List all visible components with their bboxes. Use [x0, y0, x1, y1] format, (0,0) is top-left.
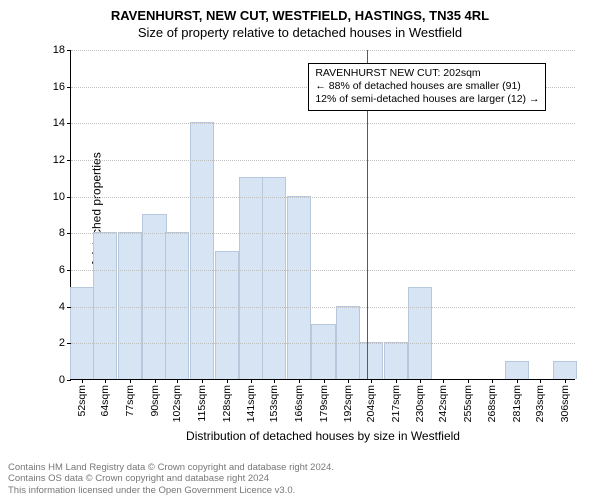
- callout-line: RAVENHURST NEW CUT: 202sqm: [315, 67, 539, 80]
- ytick-label: 14: [53, 117, 65, 129]
- xtick-label: 115sqm: [196, 385, 208, 422]
- xtick-mark: [177, 379, 178, 383]
- ytick-mark: [67, 307, 71, 308]
- xtick-mark: [468, 379, 469, 383]
- xtick-mark: [82, 379, 83, 383]
- xtick-mark: [130, 379, 131, 383]
- ytick-mark: [67, 87, 71, 88]
- ytick-mark: [67, 270, 71, 271]
- xtick-label: 293sqm: [534, 385, 546, 422]
- xtick-label: 204sqm: [365, 385, 377, 422]
- xtick-label: 268sqm: [486, 385, 498, 422]
- ytick-label: 18: [53, 44, 65, 56]
- footer-line: Contains OS data © Crown copyright and d…: [8, 473, 334, 484]
- ytick-label: 4: [59, 301, 65, 313]
- histogram-bar: [359, 342, 383, 379]
- ytick-mark: [67, 160, 71, 161]
- callout-line: 12% of semi-detached houses are larger (…: [315, 93, 539, 106]
- xtick-mark: [396, 379, 397, 383]
- histogram-chart: Number of detached properties Distributi…: [44, 50, 584, 420]
- callout-box: RAVENHURST NEW CUT: 202sqm← 88% of detac…: [308, 63, 546, 110]
- xtick-label: 102sqm: [171, 385, 183, 422]
- ytick-mark: [67, 50, 71, 51]
- gridline: [71, 343, 575, 344]
- footer-attribution: Contains HM Land Registry data © Crown c…: [8, 462, 334, 496]
- ytick-label: 16: [53, 81, 65, 93]
- xtick-mark: [348, 379, 349, 383]
- histogram-bar: [70, 287, 94, 379]
- xtick-mark: [443, 379, 444, 383]
- ytick-label: 8: [59, 227, 65, 239]
- xtick-label: 306sqm: [559, 385, 571, 422]
- ytick-mark: [67, 197, 71, 198]
- xtick-label: 179sqm: [318, 385, 330, 422]
- histogram-bar: [408, 287, 432, 379]
- xtick-label: 141sqm: [245, 385, 257, 422]
- xtick-mark: [155, 379, 156, 383]
- histogram-bar: [239, 177, 263, 379]
- xtick-label: 90sqm: [149, 385, 161, 417]
- xtick-mark: [371, 379, 372, 383]
- xtick-label: 166sqm: [293, 385, 305, 422]
- histogram-bar: [287, 196, 311, 379]
- xtick-mark: [274, 379, 275, 383]
- x-axis-label: Distribution of detached houses by size …: [71, 429, 575, 443]
- xtick-label: 255sqm: [462, 385, 474, 422]
- gridline: [71, 123, 575, 124]
- histogram-bar: [142, 214, 166, 379]
- xtick-label: 242sqm: [437, 385, 449, 422]
- xtick-mark: [227, 379, 228, 383]
- gridline: [71, 160, 575, 161]
- histogram-bar: [262, 177, 286, 379]
- xtick-mark: [565, 379, 566, 383]
- xtick-mark: [202, 379, 203, 383]
- xtick-label: 192sqm: [342, 385, 354, 422]
- gridline: [71, 307, 575, 308]
- ytick-label: 6: [59, 264, 65, 276]
- ytick-label: 12: [53, 154, 65, 166]
- histogram-bar: [311, 324, 335, 379]
- gridline: [71, 233, 575, 234]
- page-subtitle: Size of property relative to detached ho…: [0, 23, 600, 46]
- histogram-bar: [336, 306, 360, 379]
- xtick-label: 281sqm: [511, 385, 523, 422]
- ytick-mark: [67, 233, 71, 234]
- gridline: [71, 50, 575, 51]
- xtick-mark: [299, 379, 300, 383]
- xtick-mark: [492, 379, 493, 383]
- footer-line: This information licensed under the Open…: [8, 485, 334, 496]
- xtick-label: 230sqm: [414, 385, 426, 422]
- xtick-label: 217sqm: [390, 385, 402, 422]
- histogram-bar: [384, 342, 408, 379]
- xtick-label: 77sqm: [124, 385, 136, 417]
- xtick-label: 52sqm: [76, 385, 88, 417]
- histogram-bar: [505, 361, 529, 379]
- xtick-mark: [517, 379, 518, 383]
- ytick-mark: [67, 343, 71, 344]
- callout-line: ← 88% of detached houses are smaller (91…: [315, 80, 539, 93]
- ytick-mark: [67, 123, 71, 124]
- xtick-mark: [105, 379, 106, 383]
- xtick-label: 153sqm: [268, 385, 280, 422]
- xtick-label: 64sqm: [99, 385, 111, 417]
- page-title: RAVENHURST, NEW CUT, WESTFIELD, HASTINGS…: [0, 0, 600, 23]
- xtick-label: 128sqm: [221, 385, 233, 422]
- xtick-mark: [251, 379, 252, 383]
- xtick-mark: [324, 379, 325, 383]
- footer-line: Contains HM Land Registry data © Crown c…: [8, 462, 334, 473]
- ytick-label: 10: [53, 191, 65, 203]
- gridline: [71, 197, 575, 198]
- ytick-label: 0: [59, 374, 65, 386]
- xtick-mark: [420, 379, 421, 383]
- histogram-bar: [553, 361, 577, 379]
- ytick-label: 2: [59, 337, 65, 349]
- plot-area: Distribution of detached houses by size …: [70, 50, 575, 380]
- gridline: [71, 270, 575, 271]
- xtick-mark: [540, 379, 541, 383]
- ytick-mark: [67, 380, 71, 381]
